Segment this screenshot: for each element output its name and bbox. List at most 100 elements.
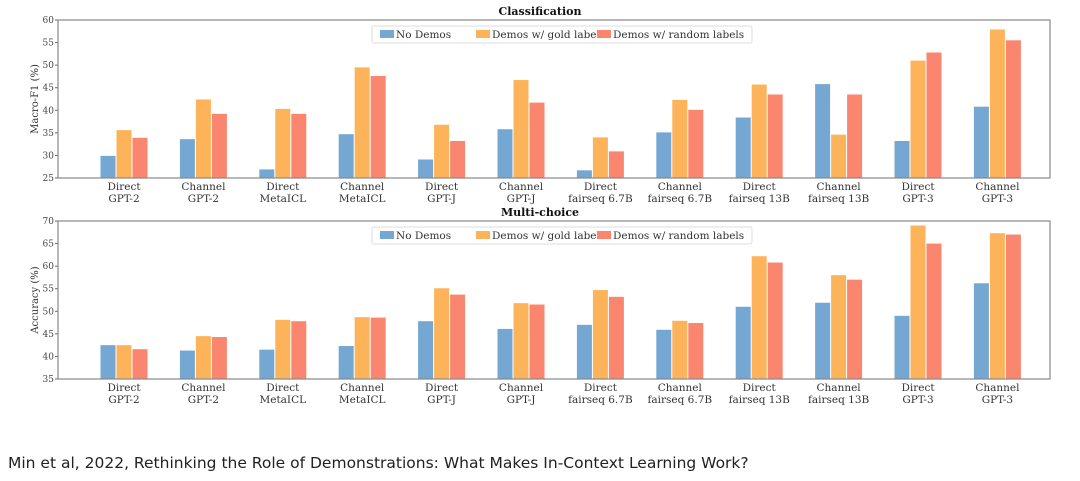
x-tick-label: MetaICL [259, 394, 306, 406]
bar-no-demos [815, 302, 831, 379]
bar-demos-w-random-labels [847, 279, 863, 379]
x-tick-label: Direct [901, 181, 935, 193]
bar-no-demos [418, 159, 434, 178]
y-tick-label: 70 [43, 217, 55, 227]
bar-no-demos [815, 84, 831, 178]
bar-no-demos [576, 324, 592, 379]
x-tick-label: MetaICL [339, 394, 386, 406]
legend: No Demos Demos w/ gold labels Demos w/ ran… [371, 25, 753, 44]
y-tick-label: 50 [43, 307, 55, 317]
bar-no-demos [100, 155, 116, 178]
bar-demos-w-random-labels [1005, 40, 1021, 178]
chart-title: Classification [498, 5, 581, 18]
bar-demos-w-random-labels [926, 243, 942, 379]
chart-title: Multi-choice [501, 206, 579, 219]
legend-swatch [597, 231, 611, 239]
legend-label: Demos w/ gold labels [492, 29, 605, 41]
bar-demos-w-gold-labels [592, 137, 608, 178]
legend-label: Demos w/ gold labels [492, 230, 605, 242]
y-tick-label: 40 [43, 106, 55, 116]
bar-demos-w-random-labels [450, 294, 466, 379]
caption: Min et al, 2022, Rethinking the Role of … [8, 454, 749, 472]
x-tick-label: GPT-J [507, 193, 536, 205]
plot-frame [57, 220, 1051, 380]
bar-no-demos [973, 106, 989, 178]
bar-demos-w-gold-labels [195, 336, 211, 379]
x-tick-label: Channel [658, 382, 703, 394]
y-axis-label: Macro-F1 (%) [30, 64, 41, 134]
x-tick-label: Direct [107, 181, 141, 193]
bar-no-demos [894, 140, 910, 178]
x-tick-label: GPT-2 [188, 394, 219, 406]
bar-no-demos [497, 129, 513, 178]
x-tick-label: fairseq 13B [729, 394, 791, 406]
bar-demos-w-gold-labels [831, 275, 847, 379]
x-tick-label: GPT-J [427, 193, 456, 205]
x-tick-label: Channel [499, 382, 544, 394]
bar-demos-w-random-labels [608, 296, 624, 379]
y-tick-label: 40 [43, 352, 55, 362]
x-tick-label: GPT-J [427, 394, 456, 406]
x-tick-label: fairseq 6.7B [568, 193, 633, 205]
x-tick-label: fairseq 6.7B [647, 193, 712, 205]
bar-no-demos [656, 132, 672, 178]
bar-demos-w-gold-labels [672, 99, 688, 178]
bar-demos-w-gold-labels [672, 320, 688, 379]
bar-no-demos [338, 134, 354, 178]
legend-label: Demos w/ random labels [613, 29, 744, 41]
legend: No Demos Demos w/ gold labels Demos w/ ran… [371, 226, 753, 245]
y-tick-label: 30 [43, 151, 55, 161]
legend-swatch [597, 30, 611, 38]
bar-demos-w-random-labels [450, 140, 466, 178]
x-tick-label: Direct [743, 181, 777, 193]
bar-demos-w-random-labels [132, 349, 148, 379]
chart-multi-choice: Multi-choice Accuracy (%) 35 40 45 50 55 60 65 70… [30, 206, 1051, 406]
bar-no-demos [973, 283, 989, 379]
bar-demos-w-gold-labels [751, 84, 767, 178]
x-tick-label: Direct [425, 382, 459, 394]
x-tick-label: Direct [901, 382, 935, 394]
bar-demos-w-gold-labels [910, 225, 926, 379]
bar-demos-w-gold-labels [116, 130, 132, 178]
legend-swatch [380, 30, 394, 38]
plot-frame [57, 19, 1051, 179]
bar-demos-w-random-labels [529, 102, 545, 178]
bar-demos-w-gold-labels [116, 345, 132, 379]
bar-demos-w-gold-labels [592, 290, 608, 379]
bar-demos-w-gold-labels [989, 233, 1005, 379]
bar-demos-w-random-labels [847, 94, 863, 178]
bar-demos-w-gold-labels [989, 29, 1005, 179]
bar-demos-w-random-labels [926, 52, 942, 179]
bar-no-demos [735, 306, 751, 379]
legend-swatch [380, 231, 394, 239]
legend-box [371, 25, 753, 44]
bar-demos-w-random-labels [688, 109, 704, 178]
x-tick-label: GPT-2 [108, 193, 139, 205]
x-tick-label: GPT-2 [188, 193, 219, 205]
bar-no-demos [656, 329, 672, 379]
y-tick-label: 35 [43, 129, 55, 139]
bar-demos-w-random-labels [291, 113, 307, 178]
bar-demos-w-random-labels [767, 94, 783, 178]
legend-label: No Demos [396, 230, 451, 242]
x-tick-label: GPT-3 [982, 394, 1013, 406]
bar-demos-w-random-labels [370, 317, 386, 379]
bar-demos-w-gold-labels [275, 108, 291, 178]
bar-demos-w-random-labels [688, 323, 704, 379]
x-tick-label: fairseq 13B [729, 193, 791, 205]
x-tick-label: fairseq 13B [808, 193, 870, 205]
x-tick-label: Channel [817, 181, 862, 193]
bar-no-demos [894, 315, 910, 379]
x-tick-label: MetaICL [259, 193, 306, 205]
bar-demos-w-random-labels [1005, 234, 1021, 379]
bar-no-demos [497, 328, 513, 379]
x-tick-label: Channel [658, 181, 703, 193]
bar-demos-w-gold-labels [434, 288, 450, 379]
x-tick-label: Channel [340, 181, 385, 193]
x-tick-label: fairseq 13B [808, 394, 870, 406]
x-tick-label: Direct [266, 181, 300, 193]
bar-no-demos [259, 349, 275, 379]
x-tick-label: Direct [584, 382, 618, 394]
bar-demos-w-gold-labels [354, 317, 370, 379]
